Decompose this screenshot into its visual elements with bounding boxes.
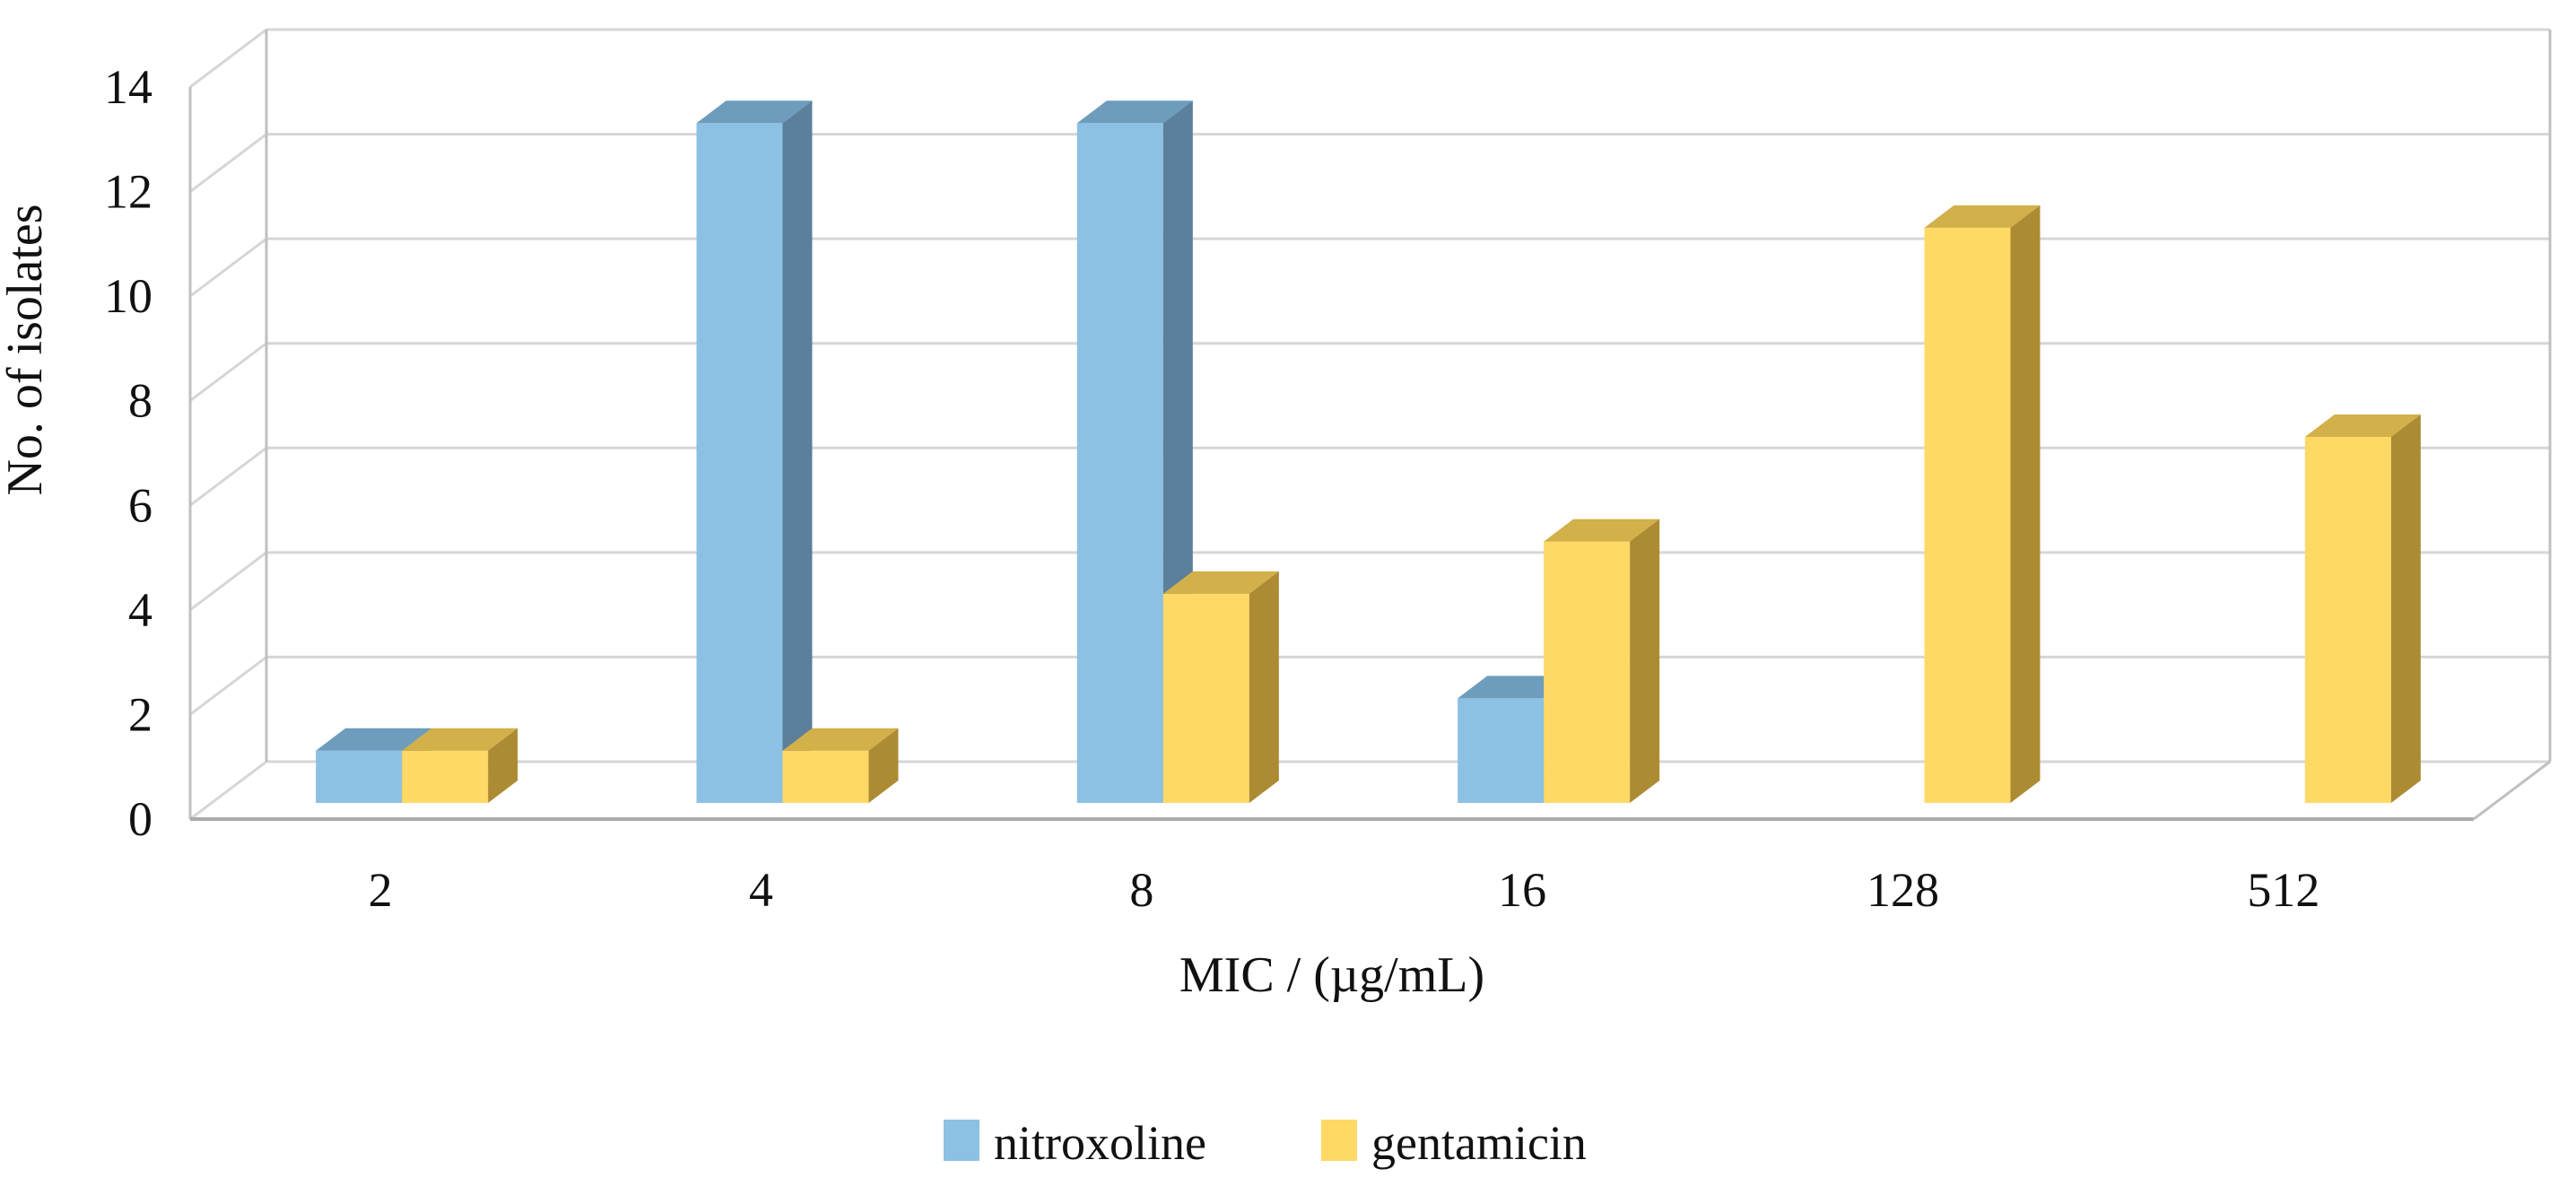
bar-top-gentamicin-2 bbox=[402, 728, 518, 751]
bar-front-nitroxoline-16 bbox=[1458, 698, 1545, 803]
y-tick-label-6: 6 bbox=[128, 478, 152, 532]
gridline-wall-8 bbox=[189, 342, 267, 402]
bar-front-gentamicin-512 bbox=[2304, 437, 2391, 803]
bar-front-gentamicin-8 bbox=[1162, 593, 1249, 803]
gridline-wall-2 bbox=[189, 656, 267, 716]
bar-top-gentamicin-4 bbox=[782, 728, 899, 751]
gridline-wall-10 bbox=[189, 237, 267, 298]
y-tick-label-4: 4 bbox=[128, 583, 152, 637]
x-category-label-8: 8 bbox=[1129, 863, 1153, 917]
bar-front-gentamicin-16 bbox=[1544, 541, 1631, 803]
plot-bars bbox=[316, 100, 2421, 804]
bar-front-nitroxoline-2 bbox=[316, 750, 403, 803]
bar-top-nitroxoline-8 bbox=[1076, 100, 1193, 124]
bar-side-gentamicin-4 bbox=[868, 728, 899, 803]
bar-front-gentamicin-2 bbox=[402, 750, 489, 803]
bar-side-gentamicin-8 bbox=[1249, 571, 1279, 803]
bar-side-gentamicin-2 bbox=[488, 728, 518, 803]
bar-top-gentamicin-512 bbox=[2304, 414, 2421, 437]
gridline-wall-4 bbox=[189, 551, 267, 612]
bar-side-gentamicin-16 bbox=[1630, 519, 1660, 803]
y-tick-label-2: 2 bbox=[128, 687, 152, 741]
bar-top-gentamicin-8 bbox=[1162, 571, 1279, 594]
gridline-wall-6 bbox=[189, 447, 267, 507]
gridline-wall-0 bbox=[189, 760, 267, 821]
bar-side-nitroxoline-4 bbox=[782, 100, 813, 804]
bar-front-nitroxoline-4 bbox=[696, 123, 783, 804]
legend-label-gentamicin: gentamicin bbox=[1371, 1116, 1587, 1170]
x-category-label-512: 512 bbox=[2247, 863, 2319, 917]
bar-front-gentamicin-128 bbox=[1924, 227, 2011, 803]
x-axis-title: MIC / (µg/mL) bbox=[1179, 947, 1484, 1003]
plot-walls bbox=[188, 28, 2552, 821]
plot-axis-labels: 0 2 4 6 8 10 12 14 2 4 8 16 128 512 bbox=[104, 60, 2319, 917]
legend-swatch-nitroxoline bbox=[944, 1120, 979, 1161]
gridline-wall-14 bbox=[189, 28, 267, 89]
y-tick-label-0: 0 bbox=[128, 792, 152, 846]
x-category-label-4: 4 bbox=[749, 863, 773, 917]
y-axis-title: No. of isolates bbox=[0, 204, 53, 495]
x-category-label-128: 128 bbox=[1867, 863, 1939, 917]
gridline-wall-12 bbox=[189, 133, 267, 193]
y-tick-label-10: 10 bbox=[104, 269, 152, 323]
legend: nitroxoline gentamicin bbox=[944, 1116, 1587, 1170]
bar-top-nitroxoline-4 bbox=[696, 100, 813, 124]
x-category-label-16: 16 bbox=[1498, 863, 1546, 917]
bar-top-gentamicin-128 bbox=[1924, 205, 2041, 228]
y-tick-label-8: 8 bbox=[128, 374, 152, 428]
y-tick-label-12: 12 bbox=[104, 165, 152, 219]
floor-right-edge bbox=[2473, 760, 2551, 821]
legend-label-nitroxoline: nitroxoline bbox=[994, 1116, 1206, 1170]
bar-front-nitroxoline-8 bbox=[1076, 123, 1163, 804]
bar-side-gentamicin-512 bbox=[2390, 414, 2421, 803]
x-category-label-2: 2 bbox=[369, 863, 393, 917]
bar-side-gentamicin-128 bbox=[2010, 205, 2041, 803]
bar-top-nitroxoline-2 bbox=[316, 728, 432, 751]
legend-swatch-gentamicin bbox=[1321, 1120, 1357, 1161]
y-tick-label-14: 14 bbox=[104, 60, 152, 114]
bar-top-gentamicin-16 bbox=[1544, 519, 1660, 542]
bar-front-gentamicin-4 bbox=[782, 750, 869, 803]
